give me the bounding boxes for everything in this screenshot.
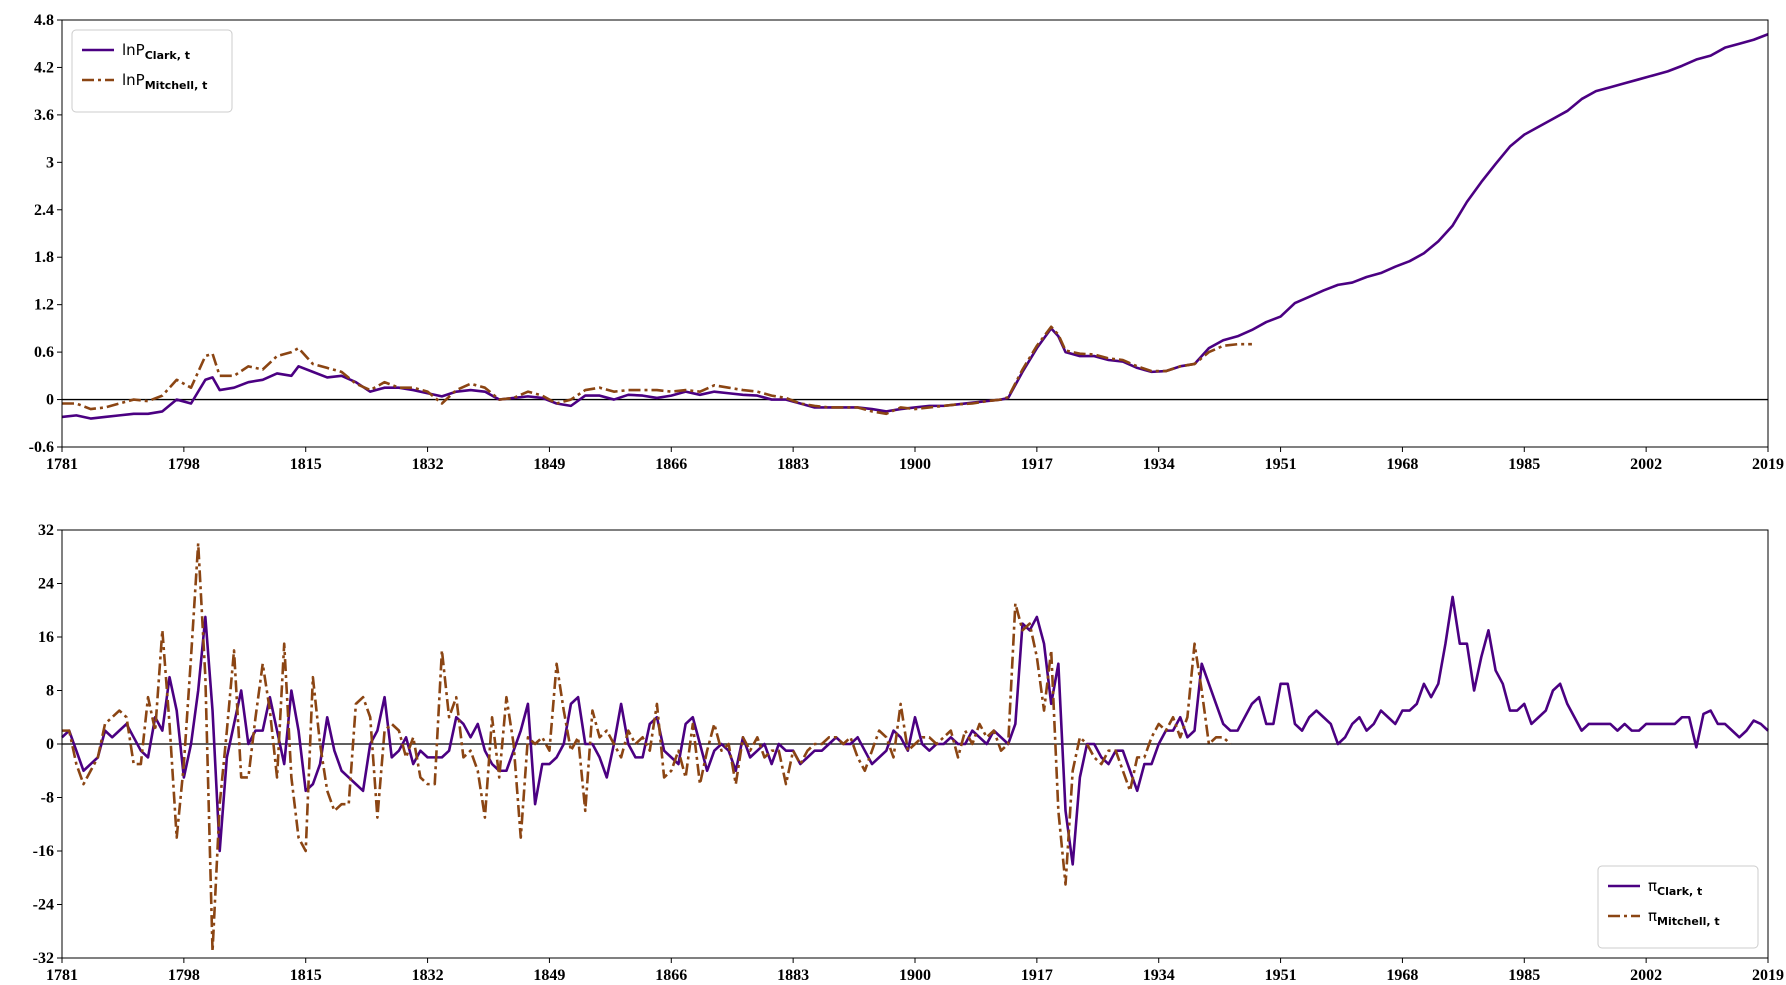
data-line	[62, 325, 1252, 416]
x-tick-label: 1917	[1021, 967, 1053, 984]
x-tick-label: 2002	[1630, 456, 1662, 473]
x-tick-label: 1798	[168, 967, 200, 984]
x-tick-label: 1883	[777, 456, 809, 473]
legend-name: π	[1648, 907, 1657, 925]
y-tick-label: 16	[38, 629, 54, 646]
legend-name: lnP	[122, 41, 145, 59]
y-tick-label: -16	[33, 843, 54, 860]
y-tick-label: 2.4	[34, 202, 54, 219]
subplot: -0.6 0 0.6 1.2 1.8 2.4 3 3.6 4.2 4.8 1781 1798 1815 1…	[29, 12, 1784, 473]
legend-subscript: Mitchell, t	[1657, 915, 1720, 928]
legend-subscript: Clark, t	[1657, 885, 1702, 898]
x-tick-label: 1968	[1386, 456, 1418, 473]
x-tick-label: 1815	[290, 967, 322, 984]
x-tick-label: 1934	[1143, 967, 1175, 984]
legend-subscript: Mitchell, t	[145, 79, 208, 92]
x-tick-label: 1832	[412, 456, 444, 473]
x-tick-label: 2002	[1630, 967, 1662, 984]
x-tick-label: 1951	[1265, 967, 1297, 984]
legend-label: πClark, t	[1648, 877, 1702, 898]
x-tick-label: 1934	[1143, 456, 1175, 473]
y-tick-label: 0	[46, 736, 54, 753]
x-tick-label: 1985	[1508, 456, 1540, 473]
legend-label: πMitchell, t	[1648, 907, 1720, 928]
axes-frame	[61, 19, 1769, 448]
y-tick-label: 0	[46, 392, 54, 409]
x-tick-label: 1781	[46, 967, 78, 984]
x-tick-label: 1900	[899, 967, 931, 984]
legend-label: lnPClark, t	[122, 41, 190, 62]
x-tick-label: 1883	[777, 967, 809, 984]
y-tick-label: -8	[41, 790, 54, 807]
x-tick-label: 2019	[1752, 456, 1784, 473]
data-line	[61, 33, 1769, 420]
y-tick-label: 1.2	[34, 297, 54, 314]
y-tick-label: 24	[38, 576, 54, 593]
legend-subscript: Clark, t	[145, 49, 190, 62]
data-line	[62, 542, 1232, 953]
y-tick-label: 32	[38, 522, 54, 539]
x-tick-label: 1917	[1021, 456, 1053, 473]
x-tick-label: 1832	[412, 967, 444, 984]
y-tick-label: 0.6	[34, 344, 54, 361]
subplot: -32 -24 -16 -8 0 8 16 24 32 1781 1798 1815 1832 1849 1…	[33, 522, 1784, 984]
x-tick-label: 1985	[1508, 967, 1540, 984]
x-tick-label: 1849	[533, 967, 565, 984]
y-tick-label: 4.8	[34, 12, 54, 29]
x-tick-label: 1968	[1386, 967, 1418, 984]
y-tick-label: -0.6	[29, 439, 54, 456]
legend-name: lnP	[122, 71, 145, 89]
x-tick-label: 1900	[899, 456, 931, 473]
y-tick-label: 4.2	[34, 59, 54, 76]
legend-label: lnPMitchell, t	[122, 71, 207, 92]
y-tick-label: 3.6	[34, 107, 54, 124]
x-tick-label: 2019	[1752, 967, 1784, 984]
x-tick-label: 1849	[533, 456, 565, 473]
x-tick-label: 1781	[46, 456, 78, 473]
x-tick-label: 1866	[655, 967, 687, 984]
legend-name: π	[1648, 877, 1657, 895]
axes-frame	[61, 529, 1769, 959]
y-tick-label: 8	[46, 683, 54, 700]
x-tick-label: 1815	[290, 456, 322, 473]
y-tick-label: 1.8	[34, 249, 54, 266]
x-tick-label: 1798	[168, 456, 200, 473]
y-tick-label: -32	[33, 950, 54, 967]
x-tick-label: 1951	[1265, 456, 1297, 473]
y-tick-label: -24	[33, 897, 54, 914]
y-tick-label: 3	[46, 154, 54, 171]
x-tick-label: 1866	[655, 456, 687, 473]
legend-box	[71, 29, 233, 113]
legend-box	[1597, 865, 1759, 949]
data-line	[61, 595, 1769, 866]
